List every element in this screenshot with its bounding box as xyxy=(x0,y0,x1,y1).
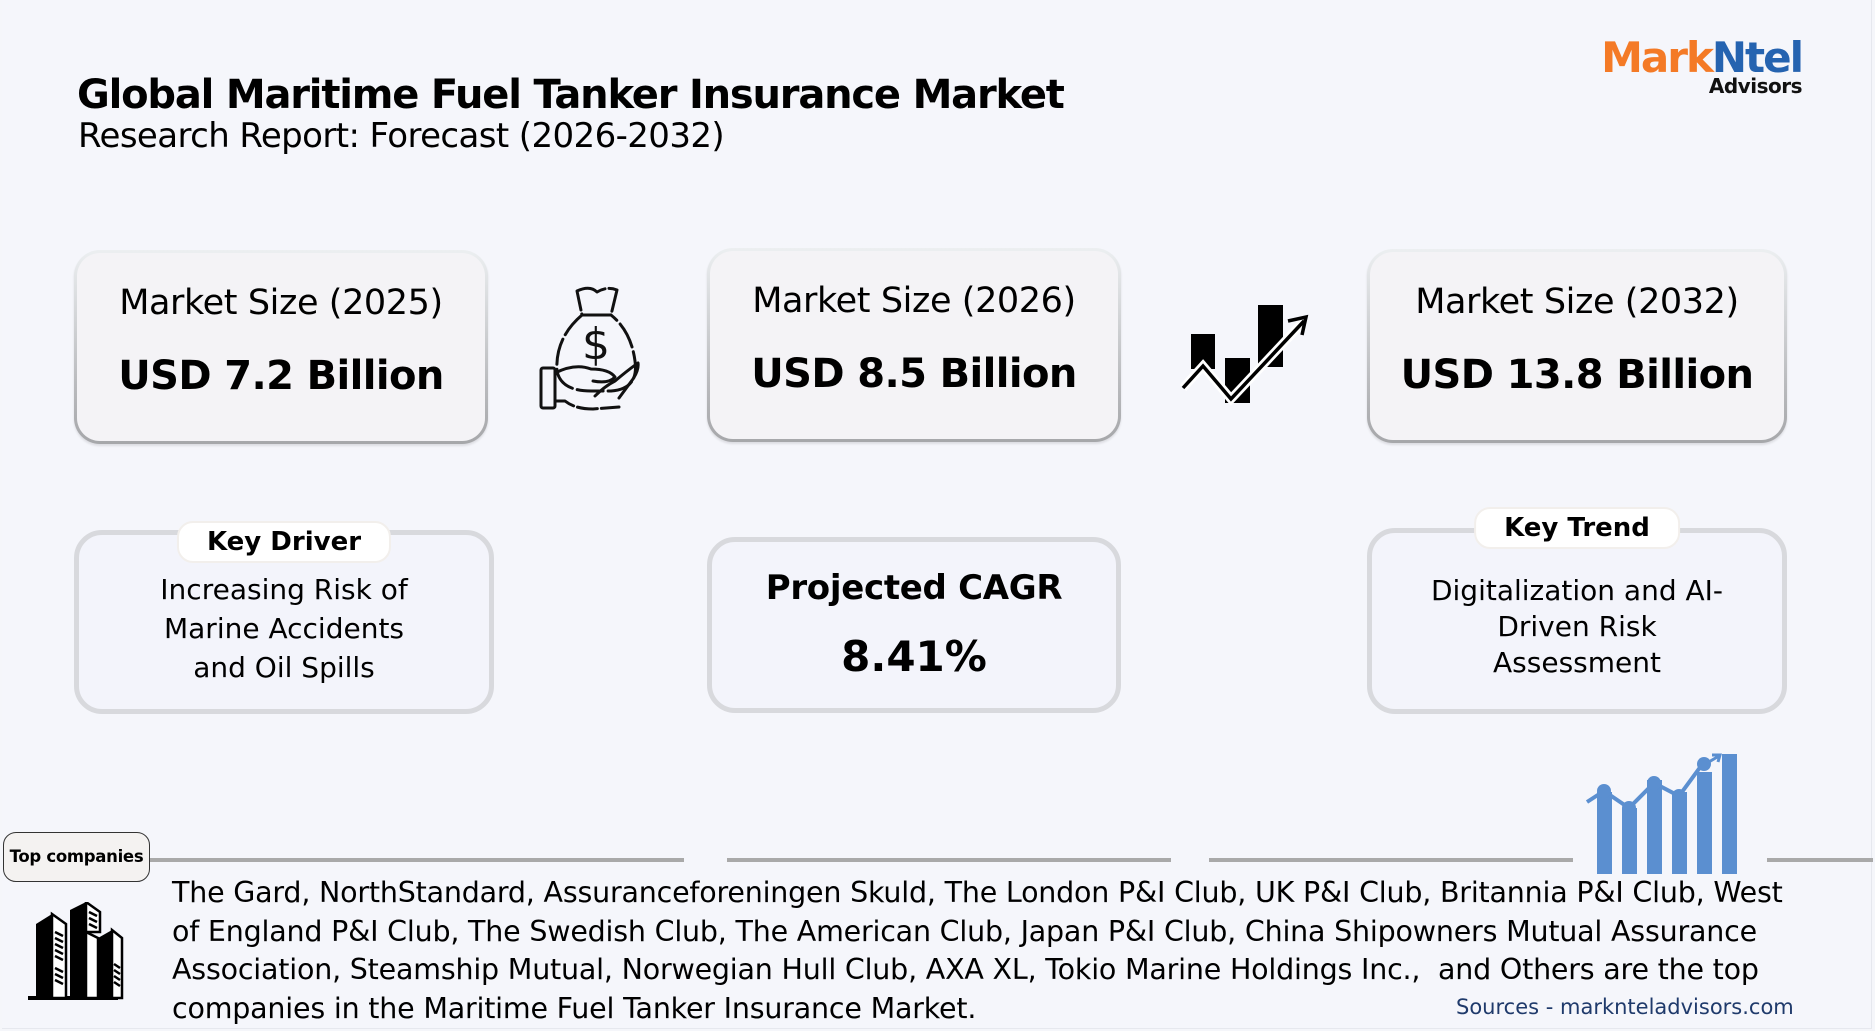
companies-line: companies in the Maritime Fuel Tanker In… xyxy=(172,991,977,1025)
logo-tagline: Advisors xyxy=(1708,74,1803,98)
key-driver-tag: Key Driver xyxy=(176,521,392,563)
divider-line xyxy=(1209,858,1573,862)
companies-line: of England P&I Club, The Swedish Club, T… xyxy=(172,914,1757,948)
logo-wordmark: MarkNtel xyxy=(1601,33,1804,82)
key-driver-card: Key Driver Increasing Risk of Marine Acc… xyxy=(74,521,494,714)
bar-chart-trend-icon xyxy=(1585,753,1737,874)
market-size-label: Market Size (2025) xyxy=(119,283,443,323)
projected-cagr-card: Projected CAGR 8.41% xyxy=(707,537,1121,713)
divider-line xyxy=(727,858,1171,862)
key-trend-text: Digitalization and AI- Driven Risk Asses… xyxy=(1372,573,1782,681)
marknteladvisors-logo: MarkNtel Advisors xyxy=(1590,33,1804,99)
key-driver-line: and Oil Spills xyxy=(193,651,375,684)
key-driver-line: Marine Accidents xyxy=(163,612,405,645)
divider-line xyxy=(150,858,684,862)
market-size-label: Market Size (2026) xyxy=(752,281,1076,321)
companies-line: Association, Steamship Mutual, Norwegian… xyxy=(172,953,1759,986)
top-companies-list: The Gard, NorthStandard, Assuranceforeni… xyxy=(172,874,1812,1028)
top-companies-badge: Top companies xyxy=(3,832,150,882)
market-size-value: USD 8.5 Billion xyxy=(751,351,1077,397)
source-attribution: Sources - marknteladvisors.com xyxy=(1456,995,1794,1019)
market-size-label: Market Size (2032) xyxy=(1415,282,1739,322)
cagr-label: Projected CAGR xyxy=(765,568,1063,608)
market-size-2025-card: Market Size (2025) USD 7.2 Billion xyxy=(74,250,488,444)
logo-ntel: Ntel xyxy=(1711,33,1804,82)
key-trend-line: Driven Risk xyxy=(1497,610,1657,643)
key-trend-line: Digitalization and AI- xyxy=(1430,574,1724,607)
key-driver-line: Increasing Risk of xyxy=(160,573,408,606)
market-size-value: USD 13.8 Billion xyxy=(1400,352,1754,398)
logo-mark: Mark xyxy=(1601,33,1714,82)
page-subtitle: Research Report: Forecast (2026-2032) xyxy=(78,116,725,156)
office-buildings-icon xyxy=(28,902,124,1000)
page-title: Global Maritime Fuel Tanker Insurance Ma… xyxy=(77,72,1065,118)
key-trend-line: Assessment xyxy=(1493,646,1661,679)
growth-chart-arrow-icon xyxy=(1180,305,1309,406)
market-size-2026-card: Market Size (2026) USD 8.5 Billion xyxy=(707,248,1121,442)
key-trend-tag: Key Trend xyxy=(1474,507,1680,549)
companies-line: The Gard, NorthStandard, Assuranceforeni… xyxy=(172,876,1783,909)
svg-text:$: $ xyxy=(582,319,610,370)
cagr-value: 8.41% xyxy=(841,632,987,681)
key-trend-card: Key Trend Digitalization and AI- Driven … xyxy=(1367,507,1787,714)
key-driver-text: Increasing Risk of Marine Accidents and … xyxy=(79,570,489,687)
money-bag-hand-icon: $ xyxy=(539,286,640,411)
divider-line xyxy=(1767,858,1873,862)
market-size-2032-card: Market Size (2032) USD 13.8 Billion xyxy=(1367,249,1787,443)
market-size-value: USD 7.2 Billion xyxy=(118,353,444,399)
